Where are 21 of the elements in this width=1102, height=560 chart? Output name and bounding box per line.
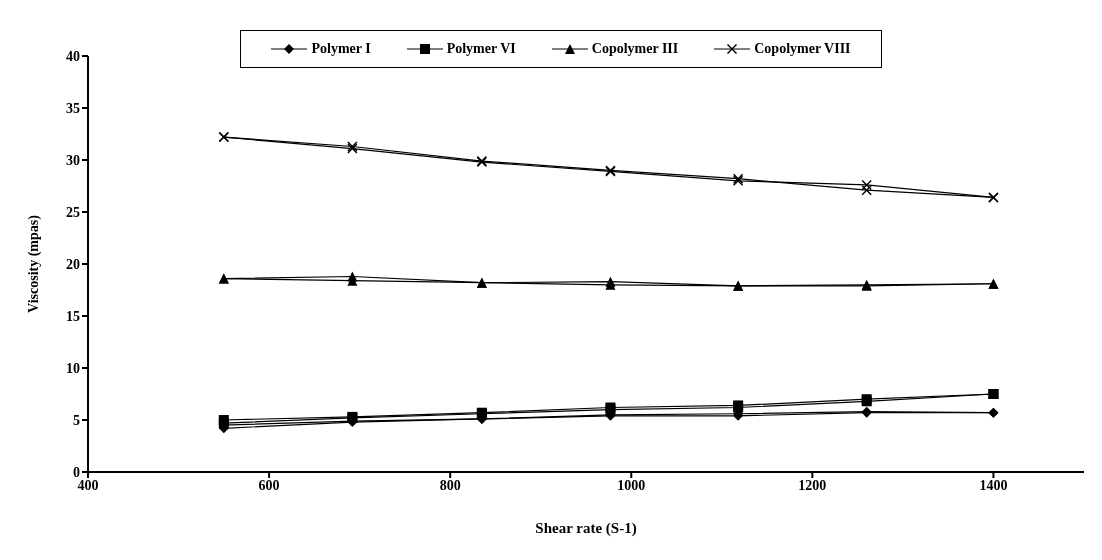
- x-axis-title: Shear rate (S-1): [535, 519, 637, 537]
- y-tick-label: 0: [73, 464, 80, 480]
- legend-label: Polymer VI: [445, 41, 516, 57]
- y-tick-label: 15: [66, 308, 80, 324]
- y-tick-label: 10: [66, 360, 80, 376]
- x-tick-label: 600: [258, 477, 280, 493]
- legend-label: Polymer I: [310, 41, 371, 57]
- x-tick-label: 1400: [979, 477, 1008, 493]
- x-tick-label: 800: [439, 477, 461, 493]
- y-tick-label: 35: [66, 100, 80, 116]
- x-tick-label: 1200: [798, 477, 827, 493]
- y-tick-label: 30: [66, 152, 80, 168]
- y-tick-label: 20: [66, 256, 80, 272]
- y-tick-label: 5: [73, 412, 80, 428]
- x-tick-label: 1000: [617, 477, 646, 493]
- y-axis-title: Viscosity (mpas): [25, 214, 42, 313]
- legend-label: Copolymer VIII: [753, 41, 851, 57]
- legend-label: Copolymer III: [590, 41, 679, 57]
- x-tick-label: 400: [77, 477, 99, 493]
- y-tick-label: 40: [66, 48, 80, 64]
- y-tick-label: 25: [66, 204, 80, 220]
